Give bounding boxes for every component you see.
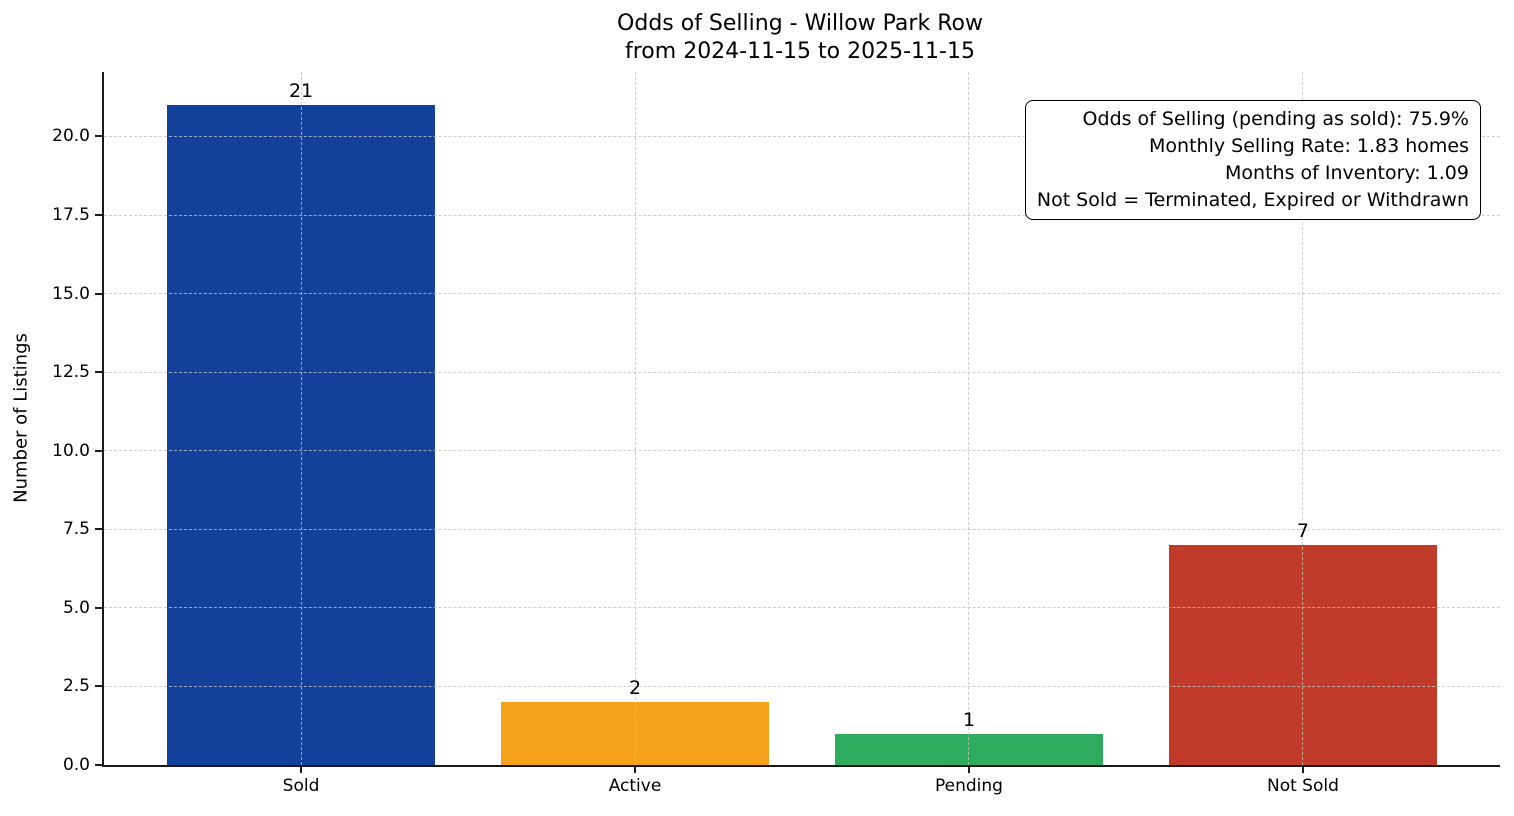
annotation-box: Odds of Selling (pending as sold): 75.9%… — [1024, 100, 1481, 220]
y-tick-label: 0.0 — [62, 755, 90, 775]
vertical-gridline — [968, 72, 970, 765]
horizontal-gridline — [104, 528, 1500, 530]
x-tick-mark — [1301, 765, 1304, 773]
annotation-line-inventory: Months of Inventory: 1.09 — [1225, 162, 1469, 184]
y-tick-mark — [95, 449, 103, 452]
y-tick-label: 10.0 — [52, 440, 90, 461]
x-tick-mark — [634, 765, 636, 773]
x-tick-label: Not Sold — [1267, 776, 1339, 796]
y-tick-mark — [95, 371, 103, 374]
chart-title: Odds of Selling - Willow Park Row from 2… — [102, 10, 1498, 66]
vertical-gridline — [300, 72, 302, 765]
bar-value-label: 1 — [962, 708, 976, 731]
annotation-line-monthly-rate: Monthly Selling Rate: 1.83 homes — [1149, 135, 1469, 157]
horizontal-gridline — [104, 371, 1500, 373]
y-tick-mark — [95, 606, 103, 609]
chart-title-line1: Odds of Selling - Willow Park Row — [617, 11, 983, 36]
y-axis-label: Number of Listings — [10, 333, 32, 503]
chart-title-line2: from 2024-11-15 to 2025-11-15 — [625, 39, 975, 64]
horizontal-gridline — [104, 607, 1500, 609]
annotation-line-odds: Odds of Selling (pending as sold): 75.9% — [1082, 108, 1469, 130]
y-tick-mark — [95, 764, 103, 766]
x-tick-label: Pending — [935, 776, 1003, 796]
horizontal-gridline — [104, 293, 1500, 295]
bar-value-label: 2 — [628, 677, 642, 700]
bar-value-label: 21 — [288, 80, 314, 102]
plot-area: Odds of Selling (pending as sold): 75.9%… — [102, 72, 1500, 796]
x-tick-label: Sold — [282, 776, 320, 796]
y-tick-label: 17.5 — [52, 205, 90, 225]
horizontal-gridline — [104, 135, 1500, 137]
y-tick-mark — [95, 214, 103, 216]
y-tick-mark — [95, 685, 103, 688]
annotation-line-not-sold-note: Not Sold = Terminated, Expired or Withdr… — [1036, 189, 1469, 211]
horizontal-gridline — [104, 214, 1500, 216]
y-tick-label: 5.0 — [62, 597, 90, 618]
y-tick-label: 12.5 — [52, 362, 90, 383]
vertical-gridline — [1302, 72, 1304, 765]
y-tick-label: 15.0 — [52, 283, 90, 304]
x-tick-mark — [967, 765, 970, 773]
horizontal-gridline — [104, 685, 1500, 687]
y-tick-mark — [95, 528, 103, 531]
bar-value-label: 7 — [1296, 520, 1309, 542]
horizontal-gridline — [104, 450, 1500, 452]
vertical-gridline — [634, 72, 636, 765]
y-tick-label: 7.5 — [62, 519, 90, 540]
y-tick-mark — [95, 292, 103, 295]
x-tick-mark — [300, 765, 303, 773]
x-tick-label: Active — [608, 776, 662, 796]
y-tick-label: 20.0 — [52, 126, 90, 147]
y-tick-label: 2.5 — [62, 676, 90, 697]
y-tick-mark — [95, 135, 103, 138]
